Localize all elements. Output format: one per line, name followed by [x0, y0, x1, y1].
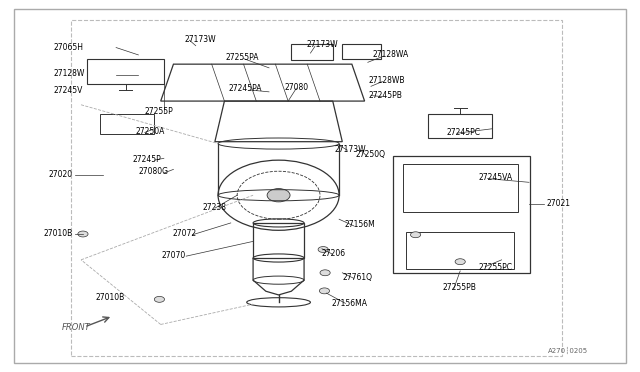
Bar [342, 44, 381, 59]
Text: 27128W: 27128W [54, 68, 85, 77]
Text: 27245VA: 27245VA [478, 173, 512, 182]
Bar [403, 164, 518, 212]
Text: 27072: 27072 [172, 230, 196, 238]
Text: 27761Q: 27761Q [343, 273, 373, 282]
Text: 27245PA: 27245PA [228, 84, 262, 93]
Circle shape [78, 231, 88, 237]
Bar [253, 223, 304, 258]
Bar [88, 59, 164, 84]
Text: 27070: 27070 [162, 251, 186, 260]
Text: 27255PC: 27255PC [478, 263, 512, 272]
Text: 27128WB: 27128WB [369, 76, 405, 85]
Circle shape [320, 270, 330, 276]
Text: 27245PB: 27245PB [369, 91, 403, 100]
Circle shape [319, 288, 330, 294]
Text: 27238: 27238 [202, 202, 226, 212]
Bar [291, 44, 333, 61]
Text: 27255PA: 27255PA [226, 53, 259, 62]
Circle shape [455, 259, 465, 264]
Text: 27021: 27021 [546, 199, 570, 208]
Text: 27128WA: 27128WA [372, 51, 408, 60]
Text: FRONT: FRONT [62, 323, 91, 332]
Bar [72, 20, 562, 356]
Text: 27245P: 27245P [132, 154, 161, 164]
Text: 27250Q: 27250Q [356, 150, 386, 159]
Bar [428, 114, 492, 138]
Text: 27255PB: 27255PB [442, 283, 476, 292]
Text: 27173W: 27173W [307, 41, 339, 49]
Circle shape [410, 232, 420, 238]
Text: 27065H: 27065H [54, 43, 84, 52]
Text: 27010B: 27010B [96, 293, 125, 302]
Circle shape [154, 296, 164, 302]
Circle shape [267, 189, 290, 202]
Text: 27250A: 27250A [135, 127, 164, 136]
Text: 27245V: 27245V [54, 86, 83, 95]
Bar [406, 232, 515, 269]
Text: 27080: 27080 [285, 83, 309, 92]
Text: 27010B: 27010B [44, 230, 73, 238]
Text: 27156MA: 27156MA [332, 299, 367, 308]
Text: 27173W: 27173W [185, 35, 216, 44]
Circle shape [318, 247, 328, 253]
Text: 27255P: 27255P [144, 106, 173, 116]
Text: 27156M: 27156M [344, 220, 375, 229]
Bar [100, 114, 154, 134]
Text: 27020: 27020 [49, 170, 73, 179]
Text: A270┆0205: A270┆0205 [547, 347, 588, 354]
Text: 27173W: 27173W [335, 145, 366, 154]
Text: 27206: 27206 [321, 249, 346, 258]
Bar [394, 157, 531, 273]
Text: 27080G: 27080G [138, 167, 168, 176]
Text: 27245PC: 27245PC [446, 128, 480, 137]
